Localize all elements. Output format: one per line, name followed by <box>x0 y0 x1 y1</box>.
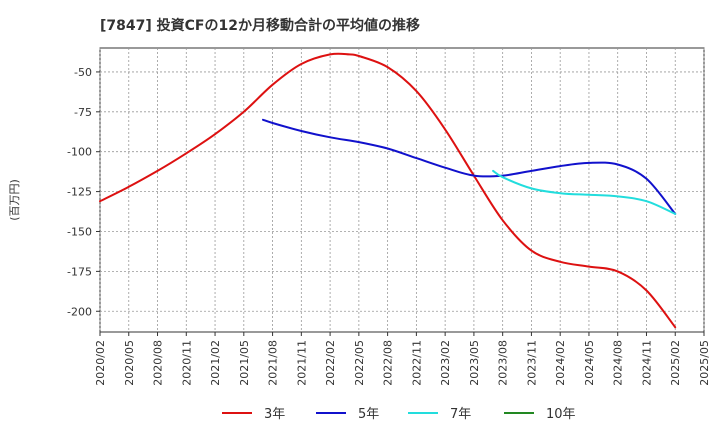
x-tick-label: 2021/02 <box>209 340 222 386</box>
y-axis-label: (百万円) <box>8 179 21 221</box>
x-tick-label: 2022/08 <box>382 340 395 386</box>
series-line-1 <box>262 118 677 215</box>
x-tick-label: 2021/05 <box>238 340 251 386</box>
legend-label-3: 10年 <box>546 407 576 422</box>
x-tick-label: 2022/11 <box>410 340 423 386</box>
x-tick-label: 2023/02 <box>439 340 452 386</box>
x-tick-label: 2024/05 <box>583 340 596 386</box>
grid <box>99 48 705 332</box>
y-tick-label: -175 <box>67 265 92 278</box>
x-tick-label: 2021/08 <box>267 340 280 386</box>
series-line-0 <box>99 52 677 329</box>
y-tick-label: -200 <box>67 305 92 318</box>
series-lines <box>99 52 677 329</box>
legend: 3年 5年 7年 10年 <box>222 407 576 422</box>
x-tick-label: 2021/11 <box>295 340 308 386</box>
x-tick-label: 2023/11 <box>525 340 538 386</box>
x-tick-label: 2020/11 <box>180 340 193 386</box>
x-axis-ticks: 2020/02 2020/05 2020/08 2020/11 2021/02 2021/… <box>94 332 711 386</box>
y-tick-label: -100 <box>67 146 92 159</box>
y-axis-ticks: -50 -75 -100 -125 -150 -175 -200 <box>67 66 100 318</box>
legend-label-1: 5年 <box>358 407 379 422</box>
y-tick-label: -50 <box>74 66 92 79</box>
y-tick-label: -150 <box>67 225 92 238</box>
x-tick-label: 2023/05 <box>468 340 481 386</box>
y-tick-label: -75 <box>74 106 92 119</box>
x-tick-label: 2025/05 <box>698 340 711 386</box>
x-tick-label: 2022/05 <box>353 340 366 386</box>
series-line-2 <box>492 169 677 215</box>
x-tick-label: 2022/02 <box>324 340 337 386</box>
x-tick-label: 2024/02 <box>554 340 567 386</box>
legend-label-0: 3年 <box>264 407 285 422</box>
x-tick-label: 2024/08 <box>612 340 625 386</box>
x-tick-label: 2024/11 <box>640 340 653 386</box>
x-tick-label: 2020/05 <box>123 340 136 386</box>
x-tick-label: 2020/08 <box>152 340 165 386</box>
chart-title: [7847] 投資CFの12か月移動合計の平均値の推移 <box>100 17 420 34</box>
x-tick-label: 2025/02 <box>669 340 682 386</box>
legend-label-2: 7年 <box>450 407 471 422</box>
plot-area <box>99 47 705 333</box>
x-tick-label: 2020/02 <box>94 340 107 386</box>
x-tick-label: 2023/08 <box>497 340 510 386</box>
y-tick-label: -125 <box>67 186 92 199</box>
